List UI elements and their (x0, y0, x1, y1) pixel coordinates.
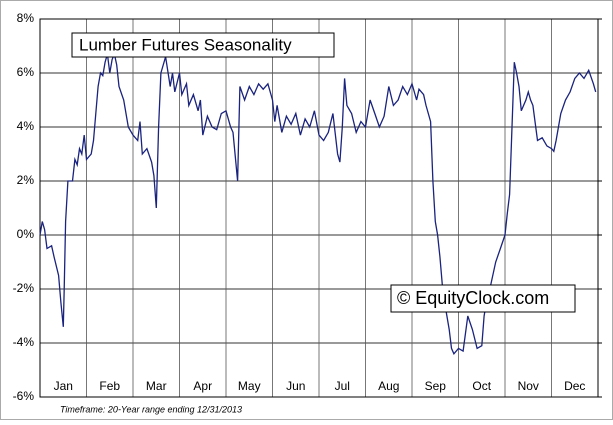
x-tick-label: Jun (286, 379, 305, 393)
y-tick-label: 8% (17, 11, 35, 25)
x-tick-label: Jul (335, 379, 350, 393)
x-tick-label: Apr (193, 379, 212, 393)
x-tick-label: Mar (146, 379, 167, 393)
watermark-box (390, 284, 576, 313)
y-tick-label: -4% (13, 335, 35, 349)
y-tick-label: -2% (13, 281, 35, 295)
x-tick-label: Dec (564, 379, 585, 393)
grid (40, 18, 602, 398)
x-tick-label: Nov (518, 379, 539, 393)
x-tick-label: Jan (54, 379, 73, 393)
plot-area (39, 18, 599, 398)
x-tick-label: Oct (472, 379, 491, 393)
y-tick-label: 6% (17, 65, 35, 79)
x-tick-label: Feb (99, 379, 120, 393)
y-tick-label: 0% (17, 227, 35, 241)
y-tick-label: -6% (13, 389, 35, 403)
chart-title: Lumber Futures Seasonality (79, 35, 292, 54)
x-tick-label: Sep (425, 379, 447, 393)
footnote: Timeframe: 20-Year range ending 12/31/20… (60, 404, 242, 414)
watermark: © EquityClock.com (397, 288, 549, 308)
x-tick-label: Aug (378, 379, 399, 393)
title-box (71, 32, 335, 58)
y-tick-label: 4% (17, 119, 35, 133)
y-tick-label: 2% (17, 173, 35, 187)
x-tick-label: May (238, 379, 261, 393)
